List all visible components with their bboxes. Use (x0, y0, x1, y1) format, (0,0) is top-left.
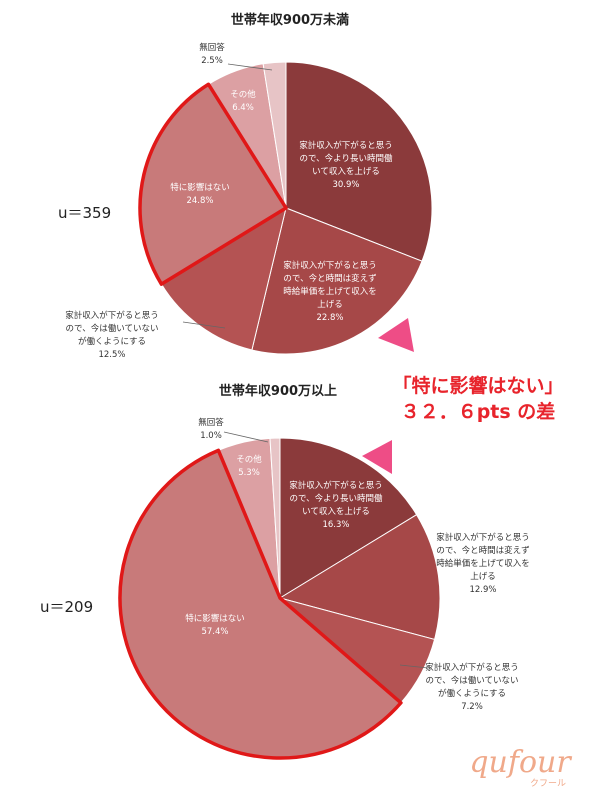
slice-category-line: ので、今と時間は変えず (283, 273, 376, 284)
slice-category-line: 家計収入が下がると思う (289, 480, 383, 491)
slice-category-line: 上げる (317, 300, 343, 310)
slice-category-line: ので、今より長い時間働 (290, 493, 383, 504)
leader-line (223, 431, 269, 443)
slice-category-line: 時給単価を上げて収入を (283, 286, 377, 297)
slice-category-line: いて収入を上げる (302, 506, 370, 517)
pie-slice (279, 437, 418, 599)
slice-label: 特に影響はない 24.8% (170, 182, 230, 206)
highlight-outline (118, 448, 403, 760)
slice-category-line: その他 (230, 89, 256, 100)
slice-value: 12.5% (98, 350, 125, 360)
slice-value: 24.8% (186, 196, 213, 206)
slice-category-line: 家計収入が下がると思う (65, 310, 159, 321)
slice-label: その他 6.4% (230, 89, 256, 113)
slice-value: 1.0% (200, 431, 222, 441)
slice-label: 特に影響はない 57.4% (185, 613, 245, 637)
leader-lines (182, 63, 273, 329)
pie-chart-over-9m: 世帯年収900万以上 u＝209 家計収入が下がると思うので、今より長い時間働い… (40, 383, 530, 760)
slice-label: 家計収入が下がると思うので、今は働いていないが働くようにする 7.2% (425, 662, 519, 712)
pie-slice (262, 61, 287, 209)
pie-slices (119, 437, 441, 759)
slice-category-line: ので、今と時間は変えず (436, 545, 529, 556)
slice-value: 30.9% (332, 180, 359, 190)
slice-value: 16.3% (322, 520, 349, 530)
slice-category-line: 特に影響はない (170, 182, 230, 193)
slice-category-line: 上げる (470, 572, 496, 582)
pie-slice (251, 207, 423, 355)
leader-line (182, 321, 226, 329)
slice-category-line: その他 (236, 454, 262, 465)
pie-slice (269, 437, 281, 599)
slice-label: 家計収入が下がると思うので、今と時間は変えず時給単価を上げて収入を上げる 12.9… (436, 532, 530, 595)
slice-label: 家計収入が下がると思うので、今より長い時間働いて収入を上げる 16.3% (289, 480, 383, 530)
leader-line (227, 63, 273, 71)
slice-value: 22.8% (316, 313, 343, 323)
chart-title: 世帯年収900万未満 (231, 12, 349, 28)
slice-category-line: 時給単価を上げて収入を (436, 558, 530, 569)
slice-label: その他 5.3% (236, 454, 262, 478)
slice-category-line: 無回答 (198, 417, 224, 428)
slice-category-line: 家計収入が下がると思う (299, 140, 393, 151)
slice-category-line: ので、今は働いていない (66, 323, 159, 334)
slice-category-line: いて収入を上げる (312, 166, 380, 177)
slice-value: 7.2% (461, 702, 483, 712)
slice-value: 2.5% (201, 56, 223, 66)
slice-category-line: 家計収入が下がると思う (425, 662, 519, 673)
slice-category-line: 家計収入が下がると思う (283, 260, 377, 271)
slice-labels: 家計収入が下がると思うので、今より長い時間働いて収入を上げる 30.9%家計収入が… (65, 42, 393, 360)
logo-wordmark: qufour (469, 745, 572, 780)
leader-lines (223, 431, 429, 669)
slice-label: 家計収入が下がると思うので、今と時間は変えず時給単価を上げて収入を上げる 22.8… (283, 260, 377, 323)
pie-slice (160, 206, 287, 351)
pie-slice (285, 61, 433, 262)
slice-label: 家計収入が下がると思うので、今より長い時間働いて収入を上げる 30.9% (299, 140, 393, 190)
pointer-triangle-upper (378, 318, 414, 352)
slice-label: 無回答 1.0% (198, 417, 224, 441)
slice-value: 12.9% (469, 585, 496, 595)
leader-line (399, 664, 429, 669)
slice-category-line: が働くようにする (438, 688, 506, 699)
slice-value: 5.3% (238, 468, 260, 478)
qufour-logo: qufour クフール (469, 745, 572, 789)
slice-category-line: が働くようにする (78, 336, 146, 347)
slice-category-line: 特に影響はない (185, 613, 245, 624)
highlight-outline (138, 82, 288, 286)
slice-category-line: ので、今は働いていない (426, 675, 519, 686)
slice-labels: 家計収入が下がると思うので、今より長い時間働いて収入を上げる 16.3%家計収入が… (185, 417, 530, 712)
sample-size-label: u＝359 (58, 204, 111, 222)
sample-size-label: u＝209 (40, 598, 93, 616)
slice-category-line: ので、今より長い時間働 (300, 153, 393, 164)
pie-chart-under-9m: 世帯年収900万未満 u＝359 家計収入が下がると思うので、今より長い時間働い… (58, 12, 433, 360)
pointer-triangle-lower (362, 440, 392, 474)
slice-category-line: 無回答 (199, 42, 225, 53)
slice-category-line: 家計収入が下がると思う (436, 532, 530, 543)
slice-value: 57.4% (201, 627, 228, 637)
logo-katakana: クフール (530, 778, 566, 789)
chart-title: 世帯年収900万以上 (219, 383, 337, 399)
callout-line-2: ３２．６pts の差 (401, 400, 556, 423)
slice-value: 6.4% (232, 103, 254, 113)
pie-slices (139, 61, 433, 355)
slice-label: 家計収入が下がると思うので、今は働いていないが働くようにする 12.5% (65, 310, 159, 360)
callout-line-1: 「特に影響はない」 (392, 374, 563, 397)
difference-callout: 「特に影響はない」 ３２．６pts の差 (392, 374, 563, 423)
slice-label: 無回答 2.5% (199, 42, 225, 66)
